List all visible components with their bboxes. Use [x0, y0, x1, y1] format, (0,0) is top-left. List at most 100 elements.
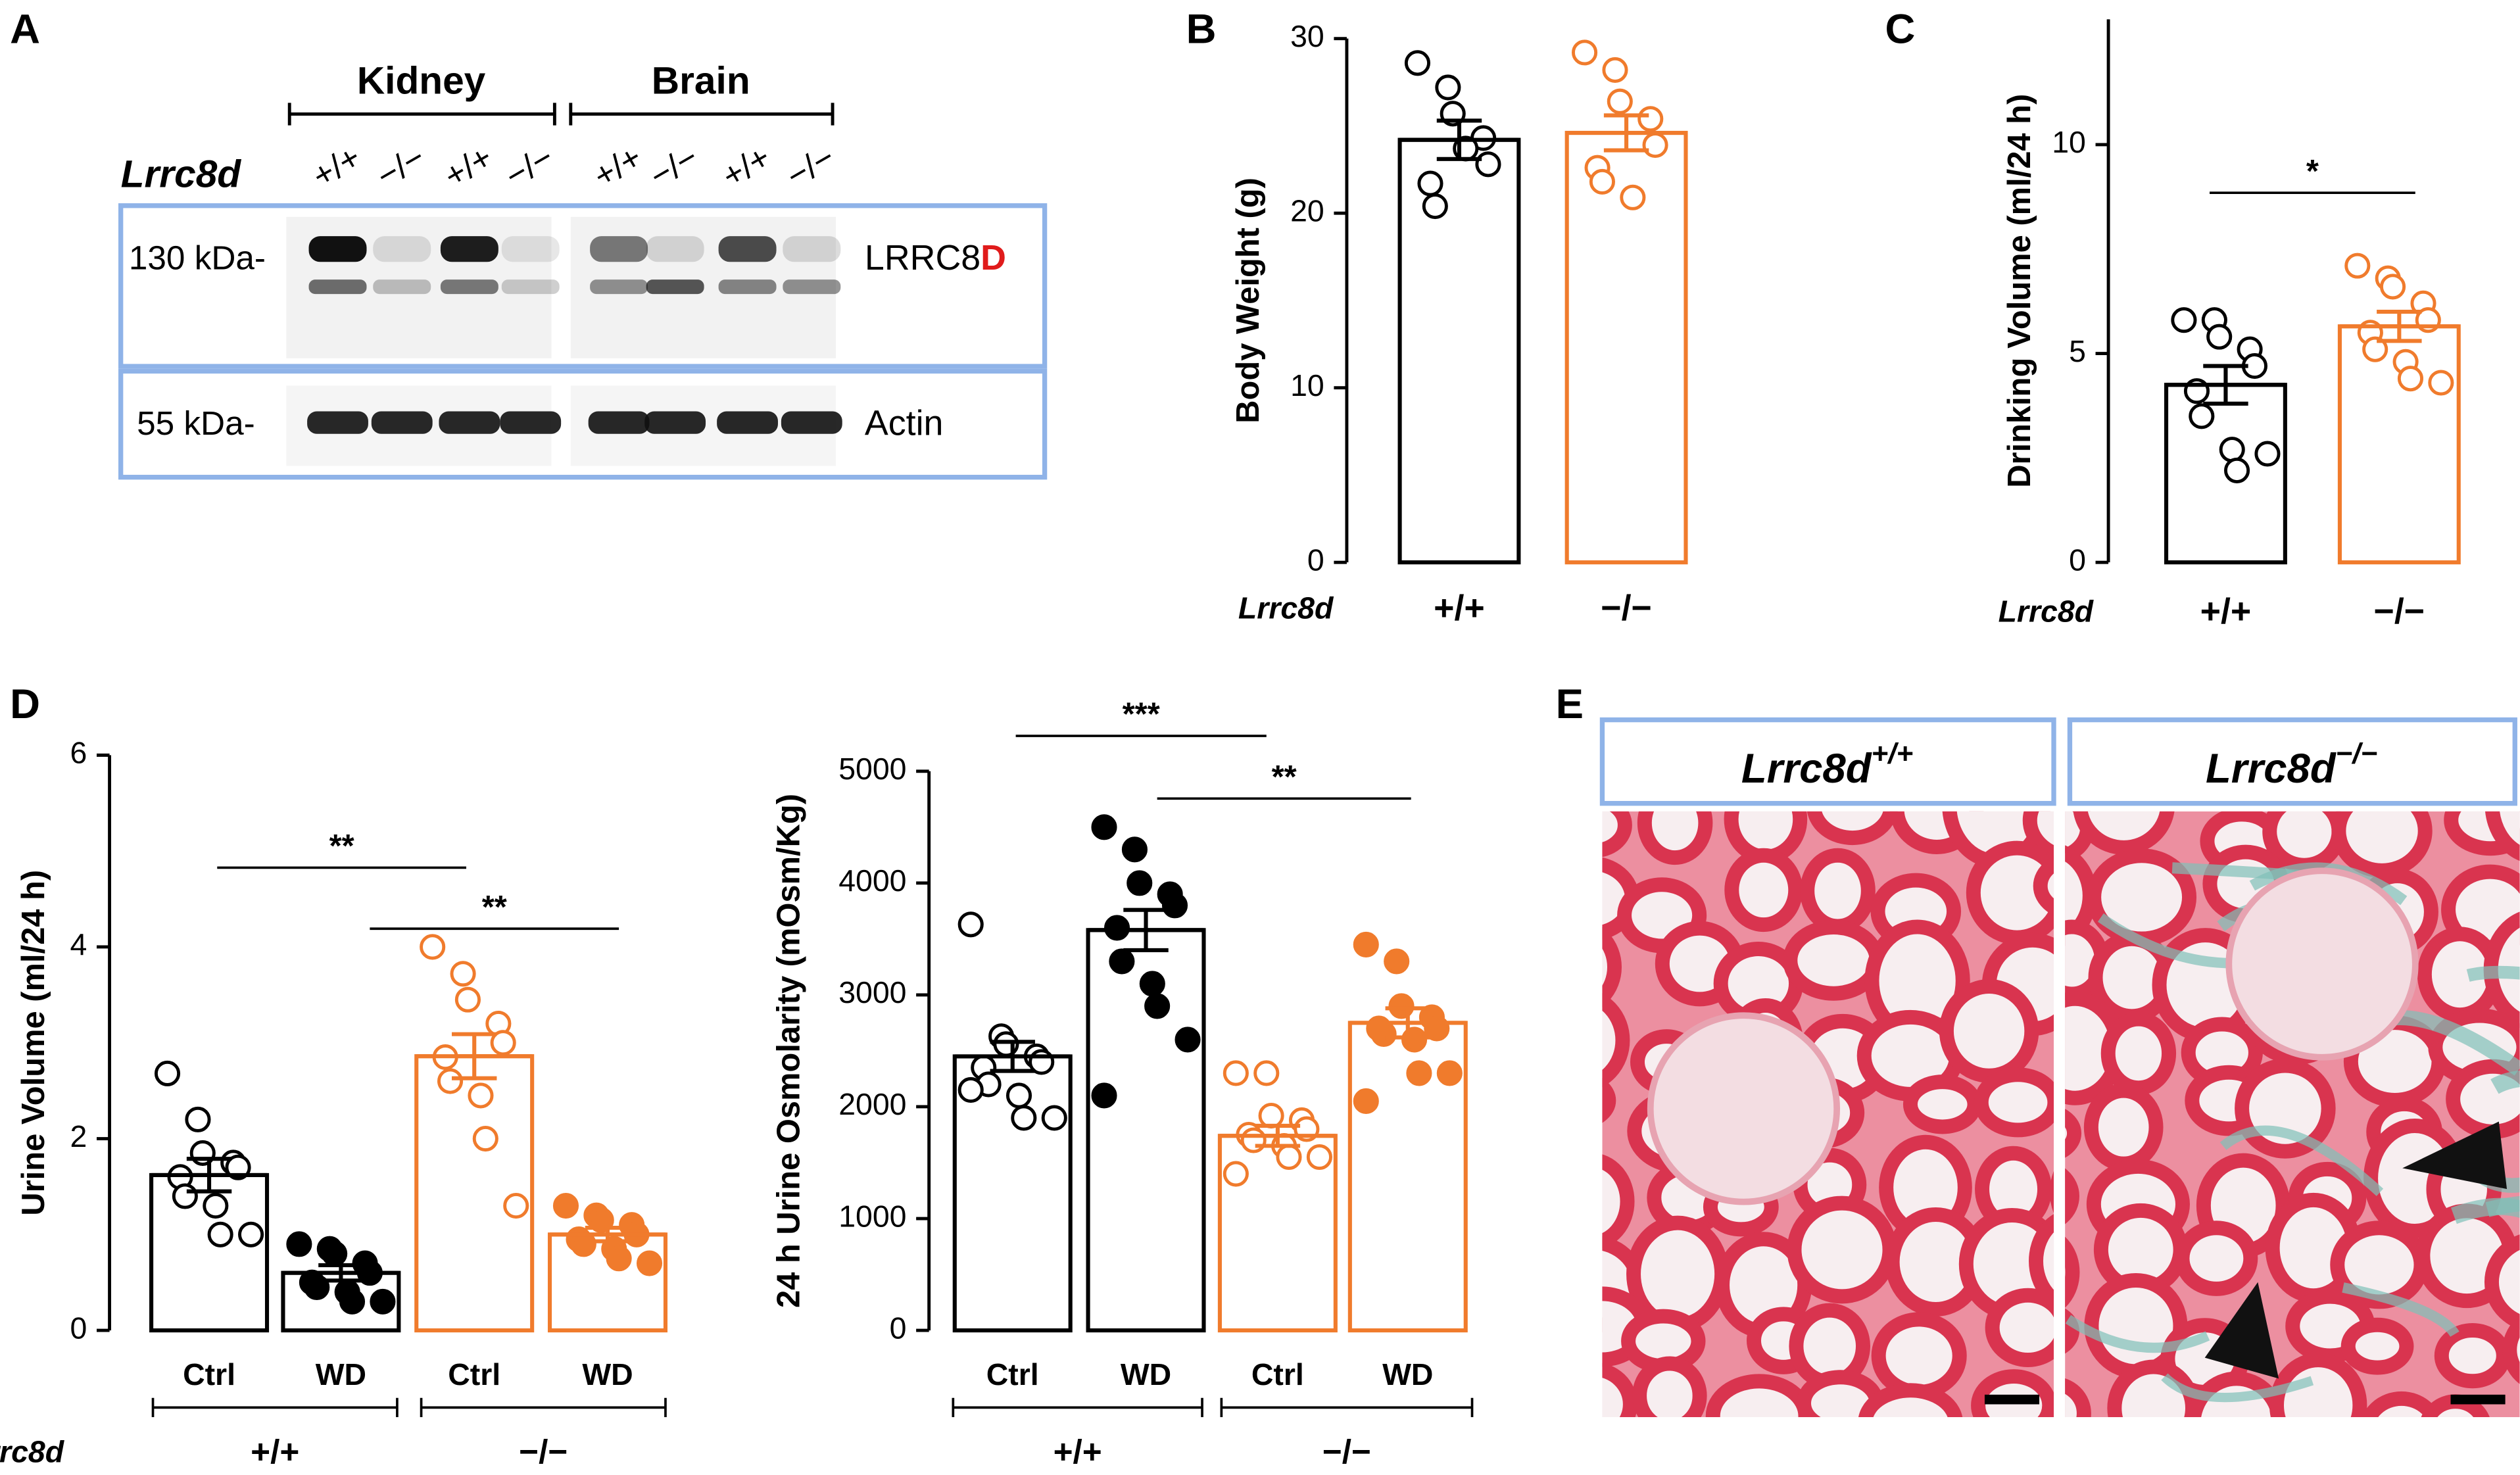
- data-point: [185, 1106, 211, 1132]
- data-point: [1404, 50, 1430, 76]
- genotype-label: −/−: [498, 138, 560, 195]
- tubule: [2100, 1011, 2177, 1096]
- y-tick-label: 0: [1307, 543, 1324, 577]
- x-tick-label: Ctrl: [183, 1357, 235, 1391]
- band-size: 55 kDa-: [137, 404, 255, 442]
- data-point: [225, 1154, 251, 1180]
- band: [646, 279, 704, 295]
- data-point: [450, 961, 476, 987]
- gene-label: Lrrc8d: [121, 153, 242, 195]
- significance-label: **: [1272, 760, 1297, 795]
- error-bar: [416, 1032, 533, 1080]
- y-tick-label: 10: [1290, 368, 1324, 402]
- band: [373, 236, 431, 262]
- tubule: [1858, 1383, 1963, 1418]
- y-tick-label: 10: [2052, 125, 2086, 159]
- genotype-label: −/−: [780, 138, 841, 195]
- data-point: [420, 934, 446, 960]
- band: [308, 236, 367, 262]
- band: [644, 411, 706, 434]
- arrowhead: [2402, 1121, 2508, 1190]
- band: [718, 236, 777, 262]
- group-label: +/+: [1054, 1433, 1102, 1470]
- tubule: [1705, 1374, 1813, 1418]
- tubule: [1800, 848, 1876, 934]
- data-point: [2171, 307, 2197, 333]
- band: [717, 411, 778, 434]
- data-point: [1240, 1127, 1267, 1153]
- tubule: [2022, 811, 2054, 861]
- x-tick-label: Ctrl: [1251, 1357, 1304, 1391]
- data-point: [1175, 1027, 1201, 1053]
- x-axis-title: Lrrc8d: [1238, 591, 1334, 625]
- tubule: [1637, 811, 1713, 865]
- band-size: 130 kDa-: [129, 239, 266, 276]
- band: [718, 279, 777, 295]
- data-point: [286, 1231, 312, 1257]
- tubule: [1602, 1363, 1637, 1418]
- group-bracket: [1220, 1397, 1474, 1418]
- panel-label: B: [1186, 6, 1217, 53]
- error-bar: [283, 1263, 399, 1283]
- data-point: [1109, 948, 1135, 975]
- label-frame: [2067, 717, 2517, 806]
- band: [373, 279, 431, 295]
- band: [590, 279, 648, 295]
- error-bar: [1399, 118, 1519, 161]
- tubule: [2331, 811, 2433, 878]
- data-point: [490, 1030, 516, 1056]
- tubule: [2083, 1083, 2164, 1171]
- tubule: [2235, 1058, 2336, 1159]
- data-point: [1422, 193, 1448, 220]
- data-point: [2219, 437, 2245, 463]
- data-point: [1572, 39, 1598, 66]
- tubule: [1602, 811, 1632, 858]
- genotype-title: Lrrc8d+/+: [1741, 737, 1913, 792]
- band: [590, 236, 648, 262]
- y-tick-label: 0: [2069, 543, 2086, 577]
- tubule: [1902, 1075, 1982, 1134]
- tubule: [2065, 1168, 2079, 1224]
- tubule: [1602, 1154, 1635, 1249]
- scale-bar: [2450, 1394, 2506, 1405]
- data-point: [1306, 1144, 1332, 1171]
- tubule: [2262, 811, 2346, 873]
- data-point: [1139, 971, 1165, 997]
- tubule: [2073, 811, 2175, 855]
- band: [440, 279, 498, 295]
- tubule: [2484, 1234, 2520, 1330]
- tissue-label: Kidney: [357, 60, 486, 103]
- x-tick-label: −/−: [2373, 592, 2425, 631]
- panel-label: E: [1556, 681, 1584, 727]
- tubule: [1871, 1312, 1967, 1399]
- data-point: [1276, 1144, 1302, 1171]
- data-point: [1384, 948, 1410, 975]
- data-point: [1253, 1060, 1280, 1086]
- x-tick-label: +/+: [1434, 589, 1485, 628]
- data-point: [957, 911, 984, 938]
- protein-label: Actin: [865, 404, 943, 443]
- scale-bar: [1984, 1394, 2040, 1405]
- data-point: [468, 1082, 494, 1109]
- x-tick-label: WD: [1382, 1357, 1433, 1391]
- fibrosis: [2466, 965, 2520, 982]
- significance-label: ***: [1123, 697, 1160, 733]
- y-axis-title: 24 h Urine Osmolarity (mOsm/Kg): [771, 794, 806, 1308]
- fibrosis: [2097, 913, 2239, 969]
- error-bar: [1088, 907, 1204, 952]
- blot: 130 kDa- 55 kDa- LRRC8D Actin: [118, 203, 1048, 480]
- band: [501, 279, 560, 295]
- x-tick-label: WD: [582, 1357, 633, 1391]
- tubule: [1787, 1196, 1897, 1304]
- group-bracket: [952, 1397, 1203, 1418]
- group-label: −/−: [1322, 1433, 1371, 1470]
- data-point: [454, 986, 481, 1013]
- data-point: [2206, 324, 2233, 350]
- tubule: [1806, 811, 1898, 846]
- data-point: [1258, 1103, 1284, 1129]
- tubule: [2029, 1214, 2054, 1309]
- error-bar: [2339, 309, 2459, 343]
- genotype-label: −/−: [643, 138, 704, 195]
- label-frame: [1599, 717, 2056, 806]
